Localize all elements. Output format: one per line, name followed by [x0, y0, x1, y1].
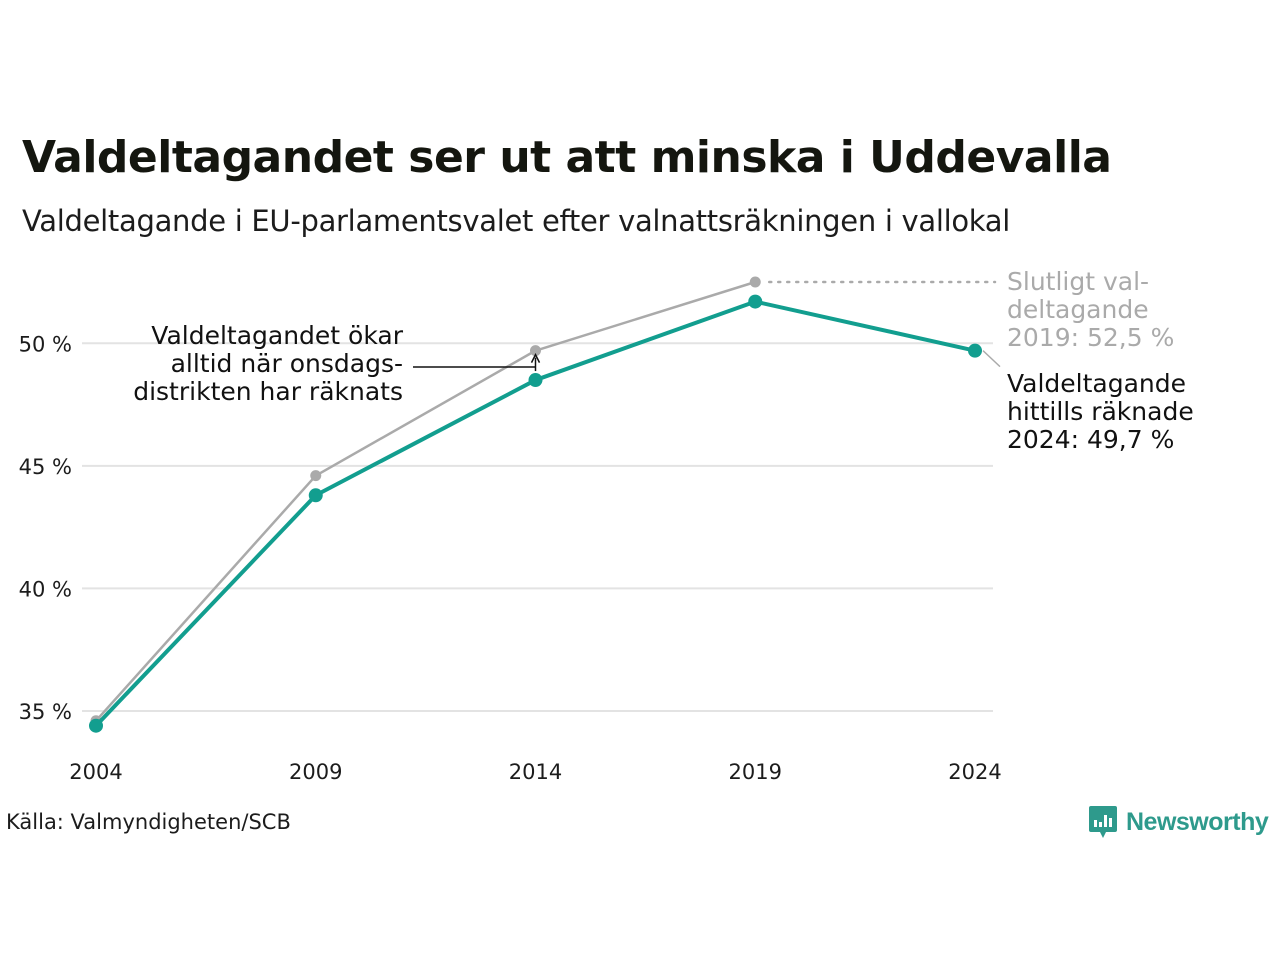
final-label-line: deltagande	[1007, 295, 1149, 324]
note-arrow-head	[530, 352, 541, 363]
data-point-final	[749, 276, 761, 288]
counted-leader-line	[982, 350, 1001, 368]
data-point-counted	[89, 718, 103, 733]
final-label-line: 2019: 52,5 %	[1007, 323, 1174, 352]
chart-title: Valdeltagandet ser ut att minska i Uddev…	[22, 132, 1112, 183]
y-tick-label: 50 %	[19, 332, 72, 356]
data-point-counted	[308, 488, 323, 503]
newsworthy-logo-icon	[1089, 806, 1117, 838]
chart-subtitle: Valdeltagande i EU-parlamentsvalet efter…	[22, 204, 1010, 238]
data-point-counted	[968, 343, 982, 358]
y-tick-label: 45 %	[19, 455, 72, 479]
series-line-final	[95, 280, 756, 722]
data-point-counted	[528, 373, 543, 388]
counted-label-line: 2024: 49,7 %	[1007, 425, 1174, 454]
data-point-final	[310, 470, 322, 482]
x-tick-label: 2004	[69, 760, 122, 784]
y-tick-label: 35 %	[19, 700, 72, 724]
source-note: Källa: Valmyndigheten/SCB	[6, 810, 291, 834]
y-tick-label: 40 %	[19, 577, 72, 601]
note-annotation-line: Valdeltagandet ökar	[151, 321, 403, 350]
brand-name: Newsworthy	[1126, 807, 1269, 836]
counted-label-line: Valdeltagande	[1007, 369, 1186, 398]
data-point-final	[530, 345, 541, 357]
note-annotation-line: distrikten har räknats	[133, 377, 403, 406]
x-tick-label: 2014	[509, 760, 562, 784]
x-tick-label: 2024	[948, 760, 1001, 784]
x-tick-label: 2009	[289, 760, 342, 784]
x-tick-label: 2019	[729, 760, 782, 784]
note-annotation-line: alltid när onsdags-	[171, 349, 403, 378]
counted-label-line: hittills räknade	[1007, 397, 1194, 426]
brand: Newsworthy	[1088, 804, 1269, 840]
data-point-counted	[748, 294, 763, 309]
final-label-line: Slutligt val-	[1007, 267, 1149, 296]
